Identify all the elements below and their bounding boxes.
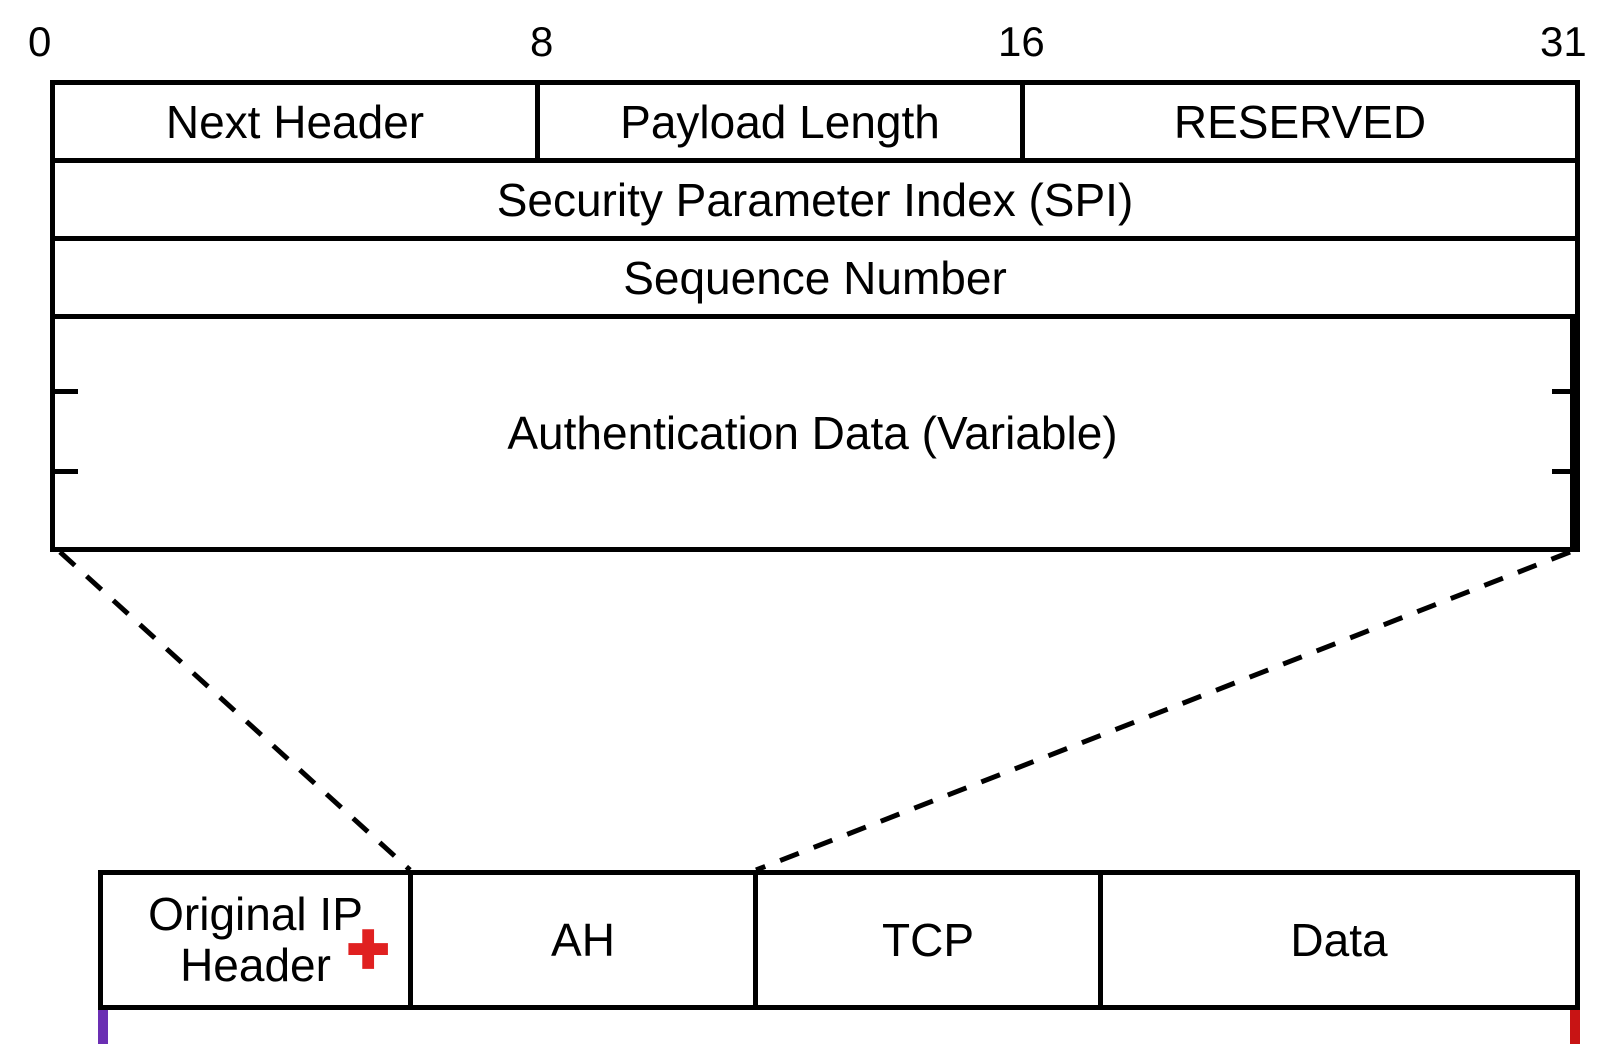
text-line: Original IP [148, 888, 363, 940]
bottom-marker-left [98, 1010, 108, 1044]
red-plus-icon: ✚ [346, 925, 390, 977]
packet-data: Data [1103, 875, 1575, 1005]
expansion-line-left [60, 552, 410, 870]
packet-table: Original IP Header ✚ AH TCP Data [98, 870, 1580, 1010]
diagram-canvas: 0 8 16 31 Next Header Payload Length RES… [0, 0, 1618, 1064]
expansion-line-right [756, 552, 1570, 870]
text-line: Header [180, 939, 331, 991]
packet-tcp: TCP [758, 875, 1103, 1005]
packet-cell-label: Original IP Header [148, 889, 363, 990]
packet-original-ip-header: Original IP Header ✚ [103, 875, 413, 1005]
packet-ah: AH [413, 875, 758, 1005]
bottom-marker-right [1570, 1010, 1580, 1044]
